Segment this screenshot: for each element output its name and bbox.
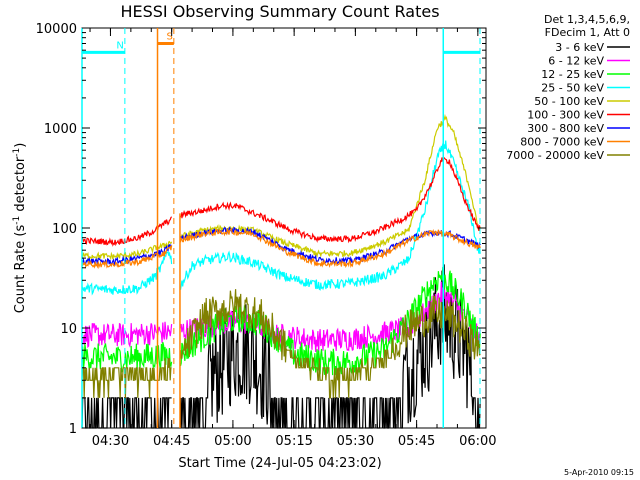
legend-label: 12 - 25 keV — [541, 68, 604, 81]
y-axis-label-rest: detector — [13, 156, 28, 216]
y-axis-ticks: 1 10 100 1000 10000 — [36, 22, 486, 437]
x-tick-label: 06:00 — [459, 434, 496, 449]
x-tick-label: 04:30 — [92, 434, 129, 449]
marker-label-N: N — [116, 40, 123, 51]
y-axis-label: Count Rate (s-1 detector-1) — [12, 143, 28, 314]
series-line-100_300keV — [81, 155, 481, 247]
y-tick-label: 10000 — [36, 22, 77, 37]
x-tick-label: 05:00 — [214, 434, 251, 449]
chart-title: HESSI Observing Summary Count Rates — [120, 2, 439, 21]
y-tick-label: 100 — [52, 222, 77, 237]
x-tick-label: 05:15 — [275, 434, 312, 449]
series-line-25_50keV — [81, 140, 481, 296]
legend-label: 50 - 100 keV — [534, 95, 604, 108]
date-stamp: 5-Apr-2010 09:15 — [564, 468, 634, 477]
y-axis-label-end: ) — [13, 143, 28, 148]
legend-label: 7000 - 20000 keV — [506, 149, 604, 162]
y-axis-label-sup: -1 — [12, 216, 22, 225]
legend-label: 100 - 300 keV — [527, 109, 604, 122]
series-line-800_7000keV — [81, 227, 481, 270]
y-tick-label: 1 — [69, 422, 77, 437]
legend-label: 6 - 12 keV — [548, 55, 604, 68]
legend: Det 1,3,4,5,6,9, FDecim 1, Att 0 3 - 6 k… — [506, 13, 630, 162]
series-layer — [81, 113, 481, 429]
y-axis-label-main: Count Rate (s — [13, 225, 28, 314]
legend-label: 25 - 50 keV — [541, 82, 604, 95]
y-axis-label-sup2: -1 — [12, 148, 22, 157]
y-tick-label: 1000 — [44, 122, 77, 137]
x-tick-label: 04:45 — [153, 434, 190, 449]
marker-label-S: S — [166, 31, 172, 42]
series-line-7000_20000keV — [81, 289, 481, 399]
legend-label: 800 - 7000 keV — [520, 136, 604, 149]
series-line-50_100keV — [81, 113, 481, 261]
legend-label: 300 - 800 keV — [527, 122, 604, 135]
x-tick-label: 05:45 — [398, 434, 435, 449]
legend-label: 3 - 6 keV — [555, 41, 604, 54]
legend-header-line-2: FDecim 1, Att 0 — [545, 26, 630, 39]
x-axis-ticks: 04:30 04:45 05:00 05:15 05:30 05:45 06:00 — [89, 28, 497, 449]
legend-header-line-1: Det 1,3,4,5,6,9, — [544, 13, 630, 26]
x-axis-label: Start Time (24-Jul-05 04:23:02) — [178, 456, 381, 471]
x-tick-label: 05:30 — [337, 434, 374, 449]
y-tick-label: 10 — [60, 322, 77, 337]
